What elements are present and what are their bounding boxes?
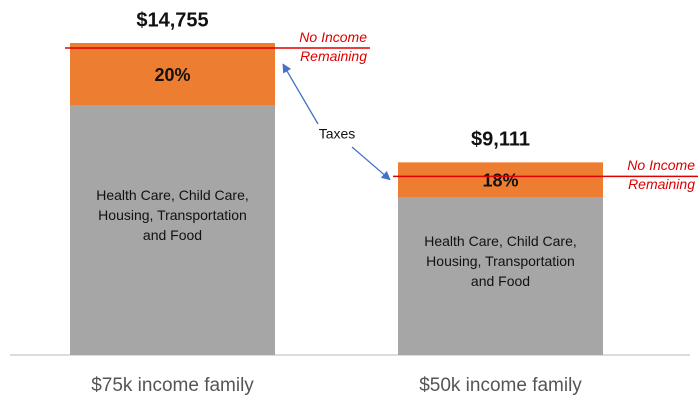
no-income-note-box: No Income Remaining [299, 29, 367, 64]
category-label: $50k income family [419, 375, 582, 396]
category-label: $75k income family [91, 375, 254, 396]
no-income-note: No Income Remaining [627, 157, 695, 193]
expense-label-box: Health Care, Child Care, Housing, Transp… [96, 187, 249, 244]
tax-segment [70, 43, 275, 106]
expense-label: Health Care, Child Care, Housing, Transp… [96, 187, 249, 244]
taxes-arrow [351, 146, 391, 181]
total-label: $9,111 [471, 129, 530, 151]
tax-percent: 20% [154, 65, 190, 85]
total-label: $14,755 [136, 9, 208, 31]
tax-percent: 18% [482, 170, 518, 190]
expense-segment [398, 197, 603, 355]
no-income-note: No Income Remaining [299, 29, 367, 64]
expense-label-box: Health Care, Child Care, Housing, Transp… [424, 233, 577, 289]
tax-segment [398, 162, 603, 198]
expense-segment [70, 105, 275, 356]
no-income-note-box: No Income Remaining [627, 157, 695, 193]
taxes-label: Taxes [319, 126, 356, 142]
taxes-arrow [282, 63, 319, 125]
expense-label: Health Care, Child Care, Housing, Transp… [424, 233, 577, 289]
